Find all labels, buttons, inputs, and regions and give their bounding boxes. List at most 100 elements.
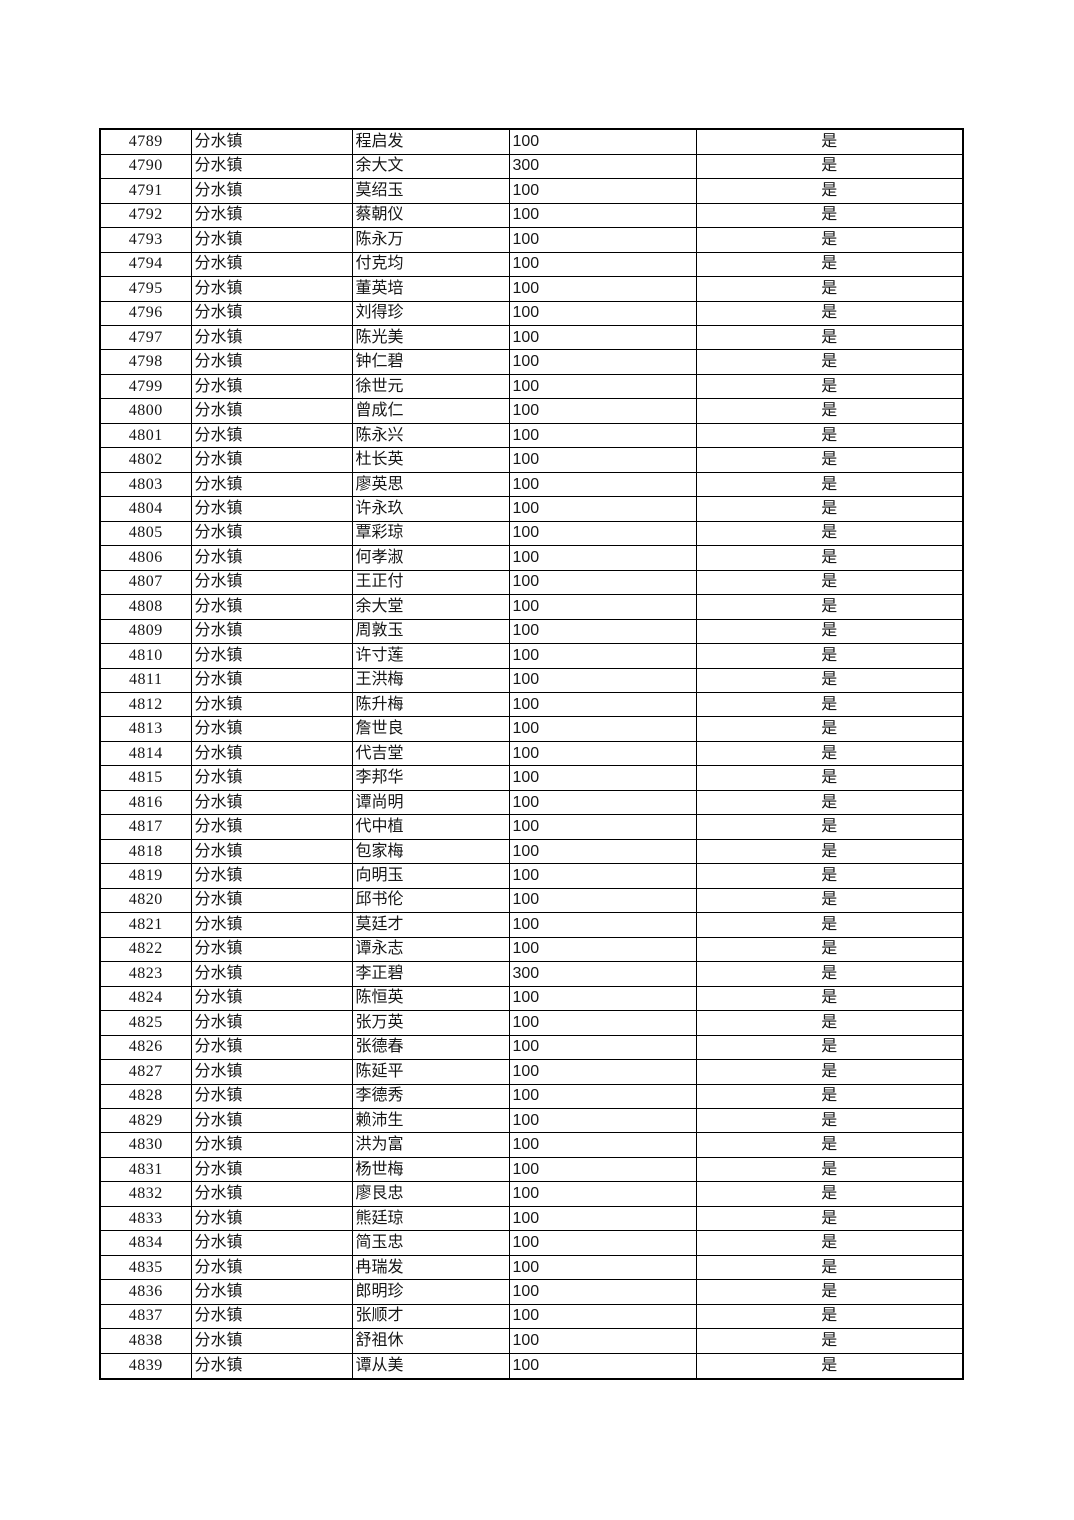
town-cell: 分水镇 — [190, 398, 353, 424]
town-cell: 分水镇 — [190, 765, 353, 791]
table-row: 4829 分水镇 赖沛生 100 是 — [99, 1107, 964, 1134]
name-cell: 张德春 — [351, 1034, 510, 1061]
name-cell: 廖艮忠 — [351, 1181, 510, 1207]
amount-cell: 100 — [508, 740, 697, 767]
name-cell: 程启发 — [351, 128, 510, 155]
town-cell: 分水镇 — [190, 153, 353, 180]
town-cell: 分水镇 — [190, 447, 353, 473]
row-id-cell: 4825 — [99, 1010, 192, 1036]
table-row: 4820 分水镇 邱书伦 100 是 — [99, 887, 964, 914]
name-cell: 洪为富 — [351, 1132, 510, 1158]
confirmed-cell: 是 — [695, 740, 964, 767]
name-cell: 徐世元 — [351, 373, 510, 400]
confirmed-cell: 是 — [695, 496, 964, 522]
row-id-cell: 4839 — [99, 1352, 192, 1380]
table-row: 4792 分水镇 蔡朝仪 100 是 — [99, 202, 964, 229]
confirmed-cell: 是 — [695, 349, 964, 375]
row-id-cell: 4817 — [99, 814, 192, 840]
table-row: 4806 分水镇 何孝淑 100 是 — [99, 545, 964, 571]
town-cell: 分水镇 — [190, 569, 353, 596]
table-row: 4830 分水镇 洪为富 100 是 — [99, 1132, 964, 1158]
name-cell: 莫廷才 — [351, 912, 510, 938]
confirmed-cell: 是 — [695, 1034, 964, 1061]
confirmed-cell: 是 — [695, 912, 964, 938]
row-id-cell: 4798 — [99, 349, 192, 375]
confirmed-cell: 是 — [695, 1107, 964, 1134]
table-row: 4818 分水镇 包家梅 100 是 — [99, 838, 964, 865]
row-id-cell: 4838 — [99, 1328, 192, 1354]
name-cell: 许永玖 — [351, 496, 510, 522]
town-cell: 分水镇 — [190, 961, 353, 987]
row-id-cell: 4794 — [99, 251, 192, 278]
town-cell: 分水镇 — [190, 422, 353, 449]
table-row: 4815 分水镇 李邦华 100 是 — [99, 765, 964, 791]
town-cell: 分水镇 — [190, 251, 353, 278]
confirmed-cell: 是 — [695, 1083, 964, 1109]
table-row: 4798 分水镇 钟仁碧 100 是 — [99, 349, 964, 375]
confirmed-cell: 是 — [695, 838, 964, 865]
confirmed-cell: 是 — [695, 594, 964, 620]
row-id-cell: 4812 — [99, 691, 192, 718]
town-cell: 分水镇 — [190, 1132, 353, 1158]
row-id-cell: 4823 — [99, 961, 192, 987]
table-row: 4799 分水镇 徐世元 100 是 — [99, 373, 964, 400]
amount-cell: 100 — [508, 765, 697, 791]
row-id-cell: 4837 — [99, 1303, 192, 1330]
row-id-cell: 4803 — [99, 471, 192, 498]
town-cell: 分水镇 — [190, 324, 353, 351]
row-id-cell: 4799 — [99, 373, 192, 400]
town-cell: 分水镇 — [190, 1279, 353, 1305]
name-cell: 熊廷琼 — [351, 1205, 510, 1232]
row-id-cell: 4810 — [99, 643, 192, 669]
name-cell: 董英培 — [351, 276, 510, 302]
amount-cell: 100 — [508, 251, 697, 278]
town-cell: 分水镇 — [190, 373, 353, 400]
confirmed-cell: 是 — [695, 251, 964, 278]
row-id-cell: 4811 — [99, 667, 192, 694]
confirmed-cell: 是 — [695, 1132, 964, 1158]
confirmed-cell: 是 — [695, 520, 964, 547]
table-row: 4789 分水镇 程启发 100 是 — [99, 128, 964, 155]
amount-cell: 100 — [508, 398, 697, 424]
confirmed-cell: 是 — [695, 202, 964, 229]
amount-cell: 100 — [508, 1034, 697, 1061]
amount-cell: 100 — [508, 1352, 697, 1380]
row-id-cell: 4834 — [99, 1230, 192, 1256]
town-cell: 分水镇 — [190, 1328, 353, 1354]
amount-cell: 100 — [508, 520, 697, 547]
confirmed-cell: 是 — [695, 961, 964, 987]
confirmed-cell: 是 — [695, 447, 964, 473]
town-cell: 分水镇 — [190, 545, 353, 571]
town-cell: 分水镇 — [190, 1230, 353, 1256]
town-cell: 分水镇 — [190, 814, 353, 840]
name-cell: 李正碧 — [351, 961, 510, 987]
town-cell: 分水镇 — [190, 1254, 353, 1281]
name-cell: 谭尚明 — [351, 789, 510, 816]
name-cell: 莫绍玉 — [351, 178, 510, 204]
town-cell: 分水镇 — [190, 1156, 353, 1183]
table-row: 4831 分水镇 杨世梅 100 是 — [99, 1156, 964, 1183]
table-row: 4826 分水镇 张德春 100 是 — [99, 1034, 964, 1061]
confirmed-cell: 是 — [695, 1156, 964, 1183]
row-id-cell: 4801 — [99, 422, 192, 449]
row-id-cell: 4819 — [99, 863, 192, 889]
row-id-cell: 4820 — [99, 887, 192, 914]
amount-cell: 100 — [508, 1279, 697, 1305]
confirmed-cell: 是 — [695, 618, 964, 645]
town-cell: 分水镇 — [190, 887, 353, 914]
name-cell: 王洪梅 — [351, 667, 510, 694]
confirmed-cell: 是 — [695, 716, 964, 742]
amount-cell: 100 — [508, 300, 697, 326]
name-cell: 刘得珍 — [351, 300, 510, 326]
confirmed-cell: 是 — [695, 1205, 964, 1232]
confirmed-cell: 是 — [695, 1230, 964, 1256]
town-cell: 分水镇 — [190, 300, 353, 326]
name-cell: 代吉堂 — [351, 740, 510, 767]
confirmed-cell: 是 — [695, 398, 964, 424]
table-row: 4791 分水镇 莫绍玉 100 是 — [99, 178, 964, 204]
amount-cell: 100 — [508, 985, 697, 1012]
town-cell: 分水镇 — [190, 202, 353, 229]
name-cell: 谭永志 — [351, 936, 510, 963]
table-row: 4821 分水镇 莫廷才 100 是 — [99, 912, 964, 938]
name-cell: 邱书伦 — [351, 887, 510, 914]
